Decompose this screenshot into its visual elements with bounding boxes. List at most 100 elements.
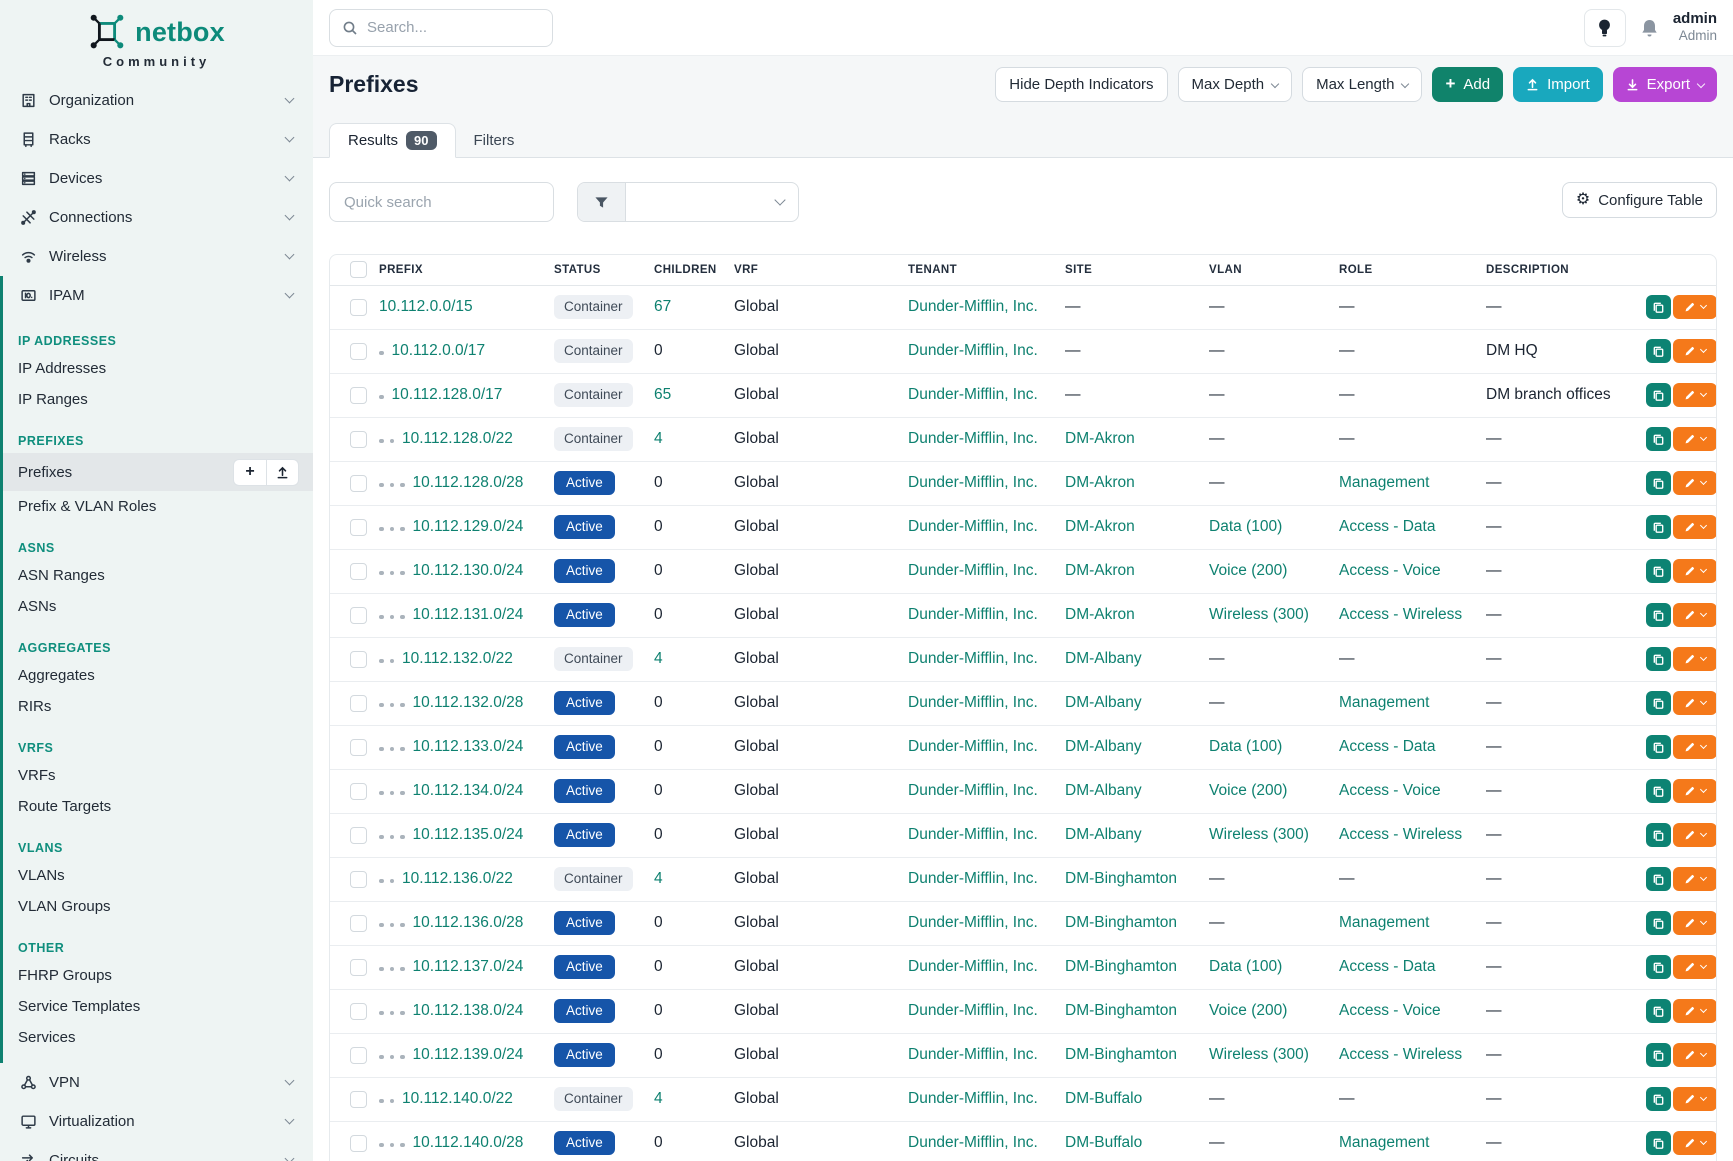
children-link[interactable]: 4 bbox=[654, 430, 663, 447]
edit-button[interactable] bbox=[1673, 559, 1716, 583]
prefix-link[interactable]: 10.112.136.0/22 bbox=[402, 870, 513, 887]
column-header[interactable]: ROLE bbox=[1339, 255, 1486, 286]
children-link[interactable]: 4 bbox=[654, 1090, 663, 1107]
sidebar-item-prefix-vlan-roles[interactable]: Prefix & VLAN Roles bbox=[3, 491, 313, 522]
edit-button[interactable] bbox=[1673, 1087, 1716, 1111]
copy-button[interactable] bbox=[1646, 779, 1671, 803]
prefix-link[interactable]: 10.112.132.0/22 bbox=[402, 650, 513, 667]
column-header[interactable]: TENANT bbox=[908, 255, 1065, 286]
role-link[interactable]: Access - Data bbox=[1339, 518, 1436, 535]
tab-results[interactable]: Results 90 bbox=[329, 123, 456, 158]
row-checkbox[interactable] bbox=[350, 1046, 367, 1064]
copy-button[interactable] bbox=[1646, 559, 1671, 583]
site-link[interactable]: DM-Buffalo bbox=[1065, 1134, 1143, 1151]
row-checkbox[interactable] bbox=[350, 738, 367, 756]
tenant-link[interactable]: Dunder-Mifflin, Inc. bbox=[908, 914, 1038, 931]
tenant-link[interactable]: Dunder-Mifflin, Inc. bbox=[908, 474, 1038, 491]
copy-button[interactable] bbox=[1646, 603, 1671, 627]
tenant-link[interactable]: Dunder-Mifflin, Inc. bbox=[908, 870, 1038, 887]
copy-button[interactable] bbox=[1646, 955, 1671, 979]
sidebar-item-ip-ranges[interactable]: IP Ranges bbox=[3, 384, 313, 415]
sidebar-item-rirs[interactable]: RIRs bbox=[3, 691, 313, 722]
copy-button[interactable] bbox=[1646, 1043, 1671, 1067]
tenant-link[interactable]: Dunder-Mifflin, Inc. bbox=[908, 606, 1038, 623]
row-checkbox[interactable] bbox=[350, 1090, 367, 1108]
edit-button[interactable] bbox=[1673, 427, 1716, 451]
prefix-link[interactable]: 10.112.140.0/28 bbox=[412, 1134, 524, 1151]
role-link[interactable]: Management bbox=[1339, 914, 1430, 931]
sidebar-item-virtualization[interactable]: Virtualization bbox=[0, 1102, 313, 1141]
prefix-link[interactable]: 10.112.128.0/28 bbox=[412, 474, 524, 491]
theme-toggle-button[interactable] bbox=[1583, 8, 1626, 47]
sidebar-item-organization[interactable]: Organization bbox=[0, 81, 313, 120]
copy-button[interactable] bbox=[1646, 735, 1671, 759]
role-link[interactable]: Management bbox=[1339, 694, 1430, 711]
hide-depth-indicators-button[interactable]: Hide Depth Indicators bbox=[995, 67, 1168, 102]
logo-block[interactable]: netbox Community bbox=[0, 0, 313, 73]
edit-button[interactable] bbox=[1673, 603, 1716, 627]
column-header[interactable]: DESCRIPTION bbox=[1486, 255, 1646, 286]
column-header[interactable]: SITE bbox=[1065, 255, 1209, 286]
vlan-link[interactable]: Wireless (300) bbox=[1209, 606, 1309, 623]
copy-button[interactable] bbox=[1646, 383, 1671, 407]
tenant-link[interactable]: Dunder-Mifflin, Inc. bbox=[908, 518, 1038, 535]
children-link[interactable]: 4 bbox=[654, 870, 663, 887]
prefix-link[interactable]: 10.112.133.0/24 bbox=[412, 738, 524, 755]
tenant-link[interactable]: Dunder-Mifflin, Inc. bbox=[908, 562, 1038, 579]
vlan-link[interactable]: Voice (200) bbox=[1209, 782, 1288, 799]
row-checkbox[interactable] bbox=[350, 606, 367, 624]
row-checkbox[interactable] bbox=[350, 1134, 367, 1152]
copy-button[interactable] bbox=[1646, 427, 1671, 451]
sidebar-item-ip-addresses[interactable]: IP Addresses bbox=[3, 353, 313, 384]
site-link[interactable]: DM-Buffalo bbox=[1065, 1090, 1143, 1107]
vlan-link[interactable]: Wireless (300) bbox=[1209, 1046, 1309, 1063]
add-button[interactable]: + Add bbox=[1432, 67, 1504, 102]
tenant-link[interactable]: Dunder-Mifflin, Inc. bbox=[908, 430, 1038, 447]
site-link[interactable]: DM-Albany bbox=[1065, 782, 1142, 799]
children-link[interactable]: 4 bbox=[654, 650, 663, 667]
row-checkbox[interactable] bbox=[350, 958, 367, 976]
sidebar-item-fhrp-groups[interactable]: FHRP Groups bbox=[3, 960, 313, 991]
search-input[interactable] bbox=[367, 19, 540, 36]
edit-button[interactable] bbox=[1673, 471, 1716, 495]
tenant-link[interactable]: Dunder-Mifflin, Inc. bbox=[908, 958, 1038, 975]
edit-button[interactable] bbox=[1673, 779, 1716, 803]
children-link[interactable]: 67 bbox=[654, 298, 672, 315]
role-link[interactable]: Access - Data bbox=[1339, 958, 1436, 975]
sidebar-item-vrfs[interactable]: VRFs bbox=[3, 760, 313, 791]
prefix-link[interactable]: 10.112.138.0/24 bbox=[412, 1002, 524, 1019]
role-link[interactable]: Access - Voice bbox=[1339, 562, 1441, 579]
edit-button[interactable] bbox=[1673, 735, 1716, 759]
edit-button[interactable] bbox=[1673, 647, 1716, 671]
user-menu[interactable]: admin Admin bbox=[1673, 10, 1717, 46]
site-link[interactable]: DM-Akron bbox=[1065, 474, 1135, 491]
site-link[interactable]: DM-Albany bbox=[1065, 738, 1142, 755]
sidebar-item-asns[interactable]: ASNs bbox=[3, 591, 313, 622]
row-checkbox[interactable] bbox=[350, 914, 367, 932]
edit-button[interactable] bbox=[1673, 823, 1716, 847]
filter-funnel-button[interactable] bbox=[578, 183, 626, 221]
tenant-link[interactable]: Dunder-Mifflin, Inc. bbox=[908, 386, 1038, 403]
copy-button[interactable] bbox=[1646, 911, 1671, 935]
max-length-dropdown[interactable]: Max Length bbox=[1302, 67, 1423, 102]
edit-button[interactable] bbox=[1673, 691, 1716, 715]
children-link[interactable]: 65 bbox=[654, 386, 672, 403]
prefix-link[interactable]: 10.112.140.0/22 bbox=[402, 1090, 513, 1107]
tenant-link[interactable]: Dunder-Mifflin, Inc. bbox=[908, 1090, 1038, 1107]
site-link[interactable]: DM-Albany bbox=[1065, 694, 1142, 711]
edit-button[interactable] bbox=[1673, 867, 1716, 891]
row-checkbox[interactable] bbox=[350, 386, 367, 404]
vlan-link[interactable]: Data (100) bbox=[1209, 738, 1283, 755]
site-link[interactable]: DM-Binghamton bbox=[1065, 914, 1177, 931]
row-checkbox[interactable] bbox=[350, 562, 367, 580]
column-header[interactable]: VRF bbox=[734, 255, 908, 286]
copy-button[interactable] bbox=[1646, 691, 1671, 715]
row-checkbox[interactable] bbox=[350, 298, 367, 316]
column-header[interactable]: STATUS bbox=[554, 255, 654, 286]
row-checkbox[interactable] bbox=[350, 694, 367, 712]
edit-button[interactable] bbox=[1673, 515, 1716, 539]
copy-button[interactable] bbox=[1646, 1087, 1671, 1111]
prefix-link[interactable]: 10.112.0.0/17 bbox=[391, 342, 486, 359]
role-link[interactable]: Access - Wireless bbox=[1339, 1046, 1463, 1063]
edit-button[interactable] bbox=[1673, 1131, 1716, 1155]
